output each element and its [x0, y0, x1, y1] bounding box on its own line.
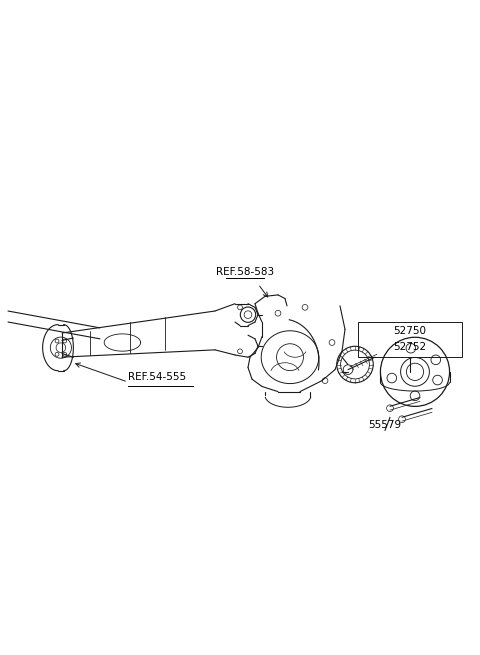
Text: 52752: 52752 [394, 343, 427, 352]
Bar [358, 322, 462, 357]
Text: 55579: 55579 [369, 421, 402, 430]
Text: 52750: 52750 [394, 326, 427, 336]
Text: REF.58-583: REF.58-583 [216, 267, 274, 276]
Text: REF.54-555: REF.54-555 [128, 372, 186, 382]
